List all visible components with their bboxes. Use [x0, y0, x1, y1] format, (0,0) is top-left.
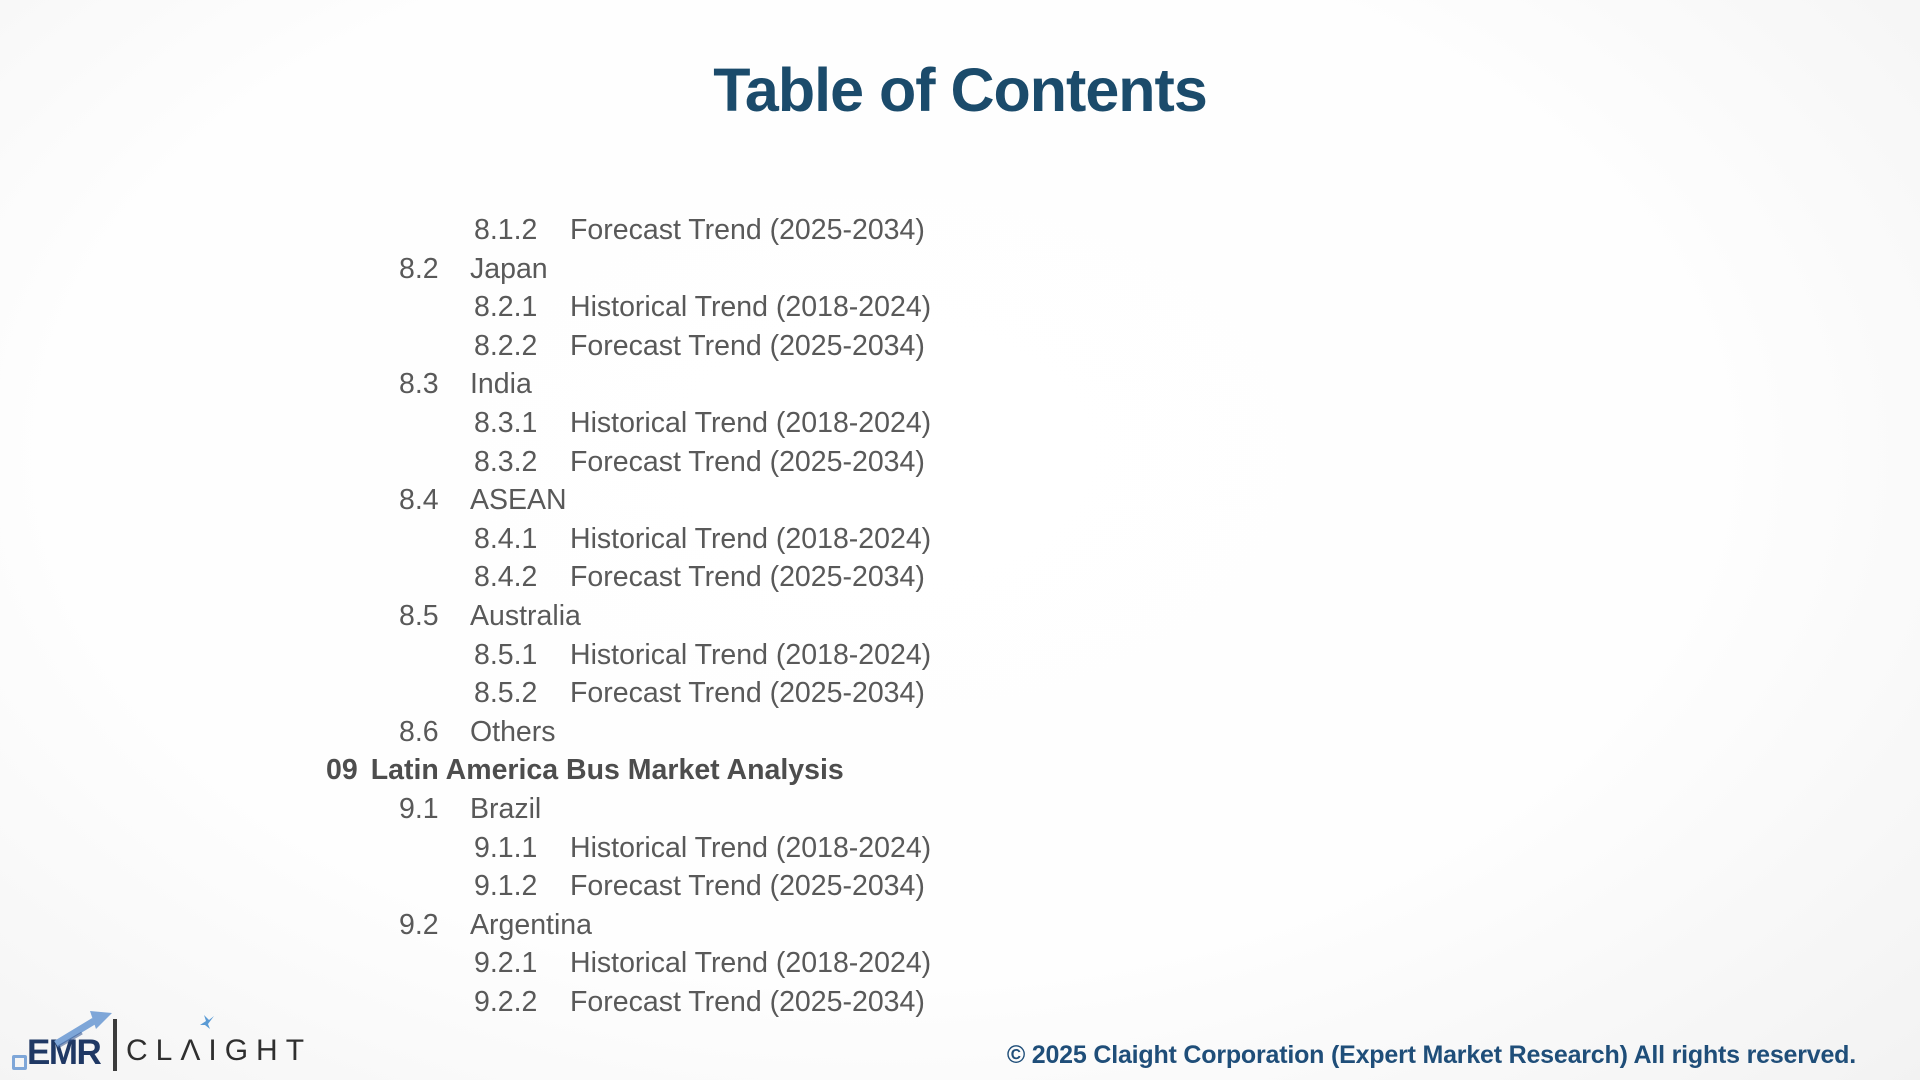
toc-entry: 8.3.1 Historical Trend (2018-2024) [0, 404, 1920, 443]
toc-entry-number: 8.3.1 [474, 406, 538, 439]
toc-entry: 9.1.1 Historical Trend (2018-2024) [0, 829, 1920, 868]
toc-entry-label: Historical Trend (2018-2024) [570, 947, 932, 980]
toc-entry-label: Historical Trend (2018-2024) [570, 831, 932, 864]
toc-entry: 8.5.1 Historical Trend (2018-2024) [0, 636, 1920, 675]
toc-entry-label: Forecast Trend (2025-2034) [570, 561, 925, 594]
toc-entry-number: 8.3.2 [474, 445, 538, 478]
toc-entry-number: 8.5 [399, 599, 439, 632]
toc-entry: 8.4.1 Historical Trend (2018-2024) [0, 520, 1920, 559]
toc-entry-label: Forecast Trend (2025-2034) [570, 870, 925, 903]
toc-entry-number: 8.3 [399, 368, 439, 401]
toc-entry: 9.1.2 Forecast Trend (2025-2034) [0, 867, 1920, 906]
toc-entry-number: 9.2.1 [474, 947, 538, 980]
toc-entry: 8.2.2 Forecast Trend (2025-2034) [0, 327, 1920, 366]
toc-entry: 8.1.2 Forecast Trend (2025-2034) [0, 211, 1920, 250]
toc-entry-number: 9.2 [399, 908, 439, 941]
toc-entry-label: Historical Trend (2018-2024) [570, 291, 932, 324]
toc-entry-label: Others [470, 715, 556, 748]
toc-entry-number: 8.5.2 [474, 677, 538, 710]
growth-arrow-icon [54, 1011, 112, 1049]
copyright-text: © 2025 Claight Corporation (Expert Marke… [1006, 1041, 1856, 1069]
toc-entry-number: 8.6 [399, 715, 439, 748]
toc-entry: 9.2.2 Forecast Trend (2025-2034) [0, 983, 1920, 1022]
bird-icon [200, 1015, 214, 1029]
toc-entry-number: 8.1.2 [474, 214, 538, 246]
toc-entry: 9.2 Argentina [0, 906, 1920, 945]
toc-entry-number: 8.2.1 [474, 291, 538, 324]
toc-entry-label: India [470, 368, 532, 401]
toc-entry: 9.2.1 Historical Trend (2018-2024) [0, 944, 1920, 983]
toc-entry-number: 8.2.2 [474, 329, 538, 362]
toc-entry-number: 8.5.1 [474, 638, 538, 671]
toc-entry: 8.4.2 Forecast Trend (2025-2034) [0, 558, 1920, 597]
toc-entry-number: 9.2.2 [474, 985, 538, 1018]
toc-entry-number: 9.1 [399, 792, 439, 825]
toc-entry-label: Japan [470, 252, 548, 285]
toc-entry-label: Australia [470, 599, 581, 632]
toc-entry: 8.5 Australia [0, 597, 1920, 636]
toc-section-heading: 09 Latin America Bus Market Analysis [0, 751, 1920, 790]
toc-entry-label: Historical Trend (2018-2024) [570, 638, 932, 671]
toc-entry-number: 8.2 [399, 252, 439, 285]
toc-entry-number: 9.1.1 [474, 831, 538, 864]
toc-entry-label: Forecast Trend (2025-2034) [570, 214, 925, 246]
toc-entry: 8.4 ASEAN [0, 481, 1920, 520]
toc-entry-number: 9.1.2 [474, 870, 538, 903]
emr-claight-logo: EMR CLΛIGHT [12, 1011, 313, 1074]
logo-divider [113, 1019, 117, 1071]
toc-entry-label: Forecast Trend (2025-2034) [570, 677, 925, 710]
logo-square-icon [12, 1055, 27, 1070]
toc-entry-number: 09 [326, 754, 358, 787]
toc-entry-number: 8.4.1 [474, 522, 538, 555]
toc-entry-number: 8.4 [399, 484, 439, 517]
toc-entry-label: Historical Trend (2018-2024) [570, 522, 932, 555]
claight-logo-text: CLΛIGHT [126, 1034, 313, 1067]
toc-entry: 8.2.1 Historical Trend (2018-2024) [0, 288, 1920, 327]
toc-entry-label: Forecast Trend (2025-2034) [570, 445, 925, 478]
toc-entry: 8.5.2 Forecast Trend (2025-2034) [0, 674, 1920, 713]
toc-entry-label: Historical Trend (2018-2024) [570, 406, 932, 439]
toc-list: 8.1.2 Forecast Trend (2025-2034) 8.2 Japan 8… [0, 211, 1920, 1021]
toc-entry-label: Latin America Bus Market Analysis [370, 754, 844, 787]
toc-entry-label: ASEAN [470, 484, 567, 517]
toc-entry: 8.6 Others [0, 713, 1920, 752]
toc-entry: 8.3.2 Forecast Trend (2025-2034) [0, 443, 1920, 482]
toc-entry-number: 8.4.2 [474, 561, 538, 594]
toc-entry: 8.2 Japan [0, 250, 1920, 289]
page-title: Table of Contents [713, 56, 1208, 124]
toc-entry-label: Argentina [470, 908, 593, 941]
toc-entry: 8.3 India [0, 365, 1920, 404]
toc-entry-label: Forecast Trend (2025-2034) [570, 329, 925, 362]
toc-entry-label: Forecast Trend (2025-2034) [570, 985, 925, 1018]
toc-entry-label: Brazil [470, 792, 542, 825]
toc-entry: 9.1 Brazil [0, 790, 1920, 829]
